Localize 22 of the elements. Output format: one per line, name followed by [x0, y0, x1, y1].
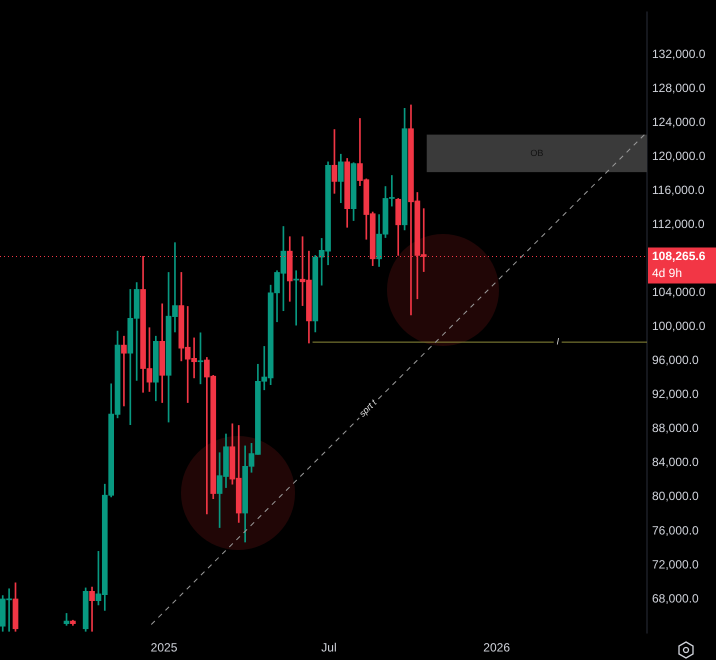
- y-tick-label: 76,000.0: [652, 523, 700, 538]
- y-tick-label: 84,000.0: [652, 455, 700, 470]
- y-tick-label: 116,000.0: [652, 183, 705, 198]
- ref-line-label: 108,265.6 4d 9h: [652, 248, 706, 280]
- y-tick-label: 88,000.0: [652, 421, 700, 436]
- x-tick-label: 2026: [483, 640, 510, 655]
- y-tick-label: 120,000.0: [652, 149, 706, 164]
- y-tick-label: 124,000.0: [652, 115, 706, 130]
- y-tick-label: 100,000.0: [652, 319, 706, 334]
- y-tick-label: 80,000.0: [652, 489, 700, 504]
- y-tick-label: 96,000.0: [652, 353, 700, 368]
- y-tick-label: 132,000.0: [652, 47, 706, 62]
- x-tick-label: 2025: [150, 640, 178, 655]
- y-tick-label: 112,000.0: [652, 217, 705, 232]
- annotation: sprt t: [357, 397, 379, 419]
- y-tick-label: 72,000.0: [652, 557, 700, 572]
- x-tick-label: Jul: [321, 640, 337, 655]
- annotation: l: [556, 336, 560, 347]
- y-tick-label: 92,000.0: [652, 387, 700, 402]
- y-tick-label: 128,000.0: [652, 81, 706, 96]
- y-tick-label: 68,000.0: [652, 591, 700, 606]
- y-tick-label: 104,000.0: [652, 285, 706, 300]
